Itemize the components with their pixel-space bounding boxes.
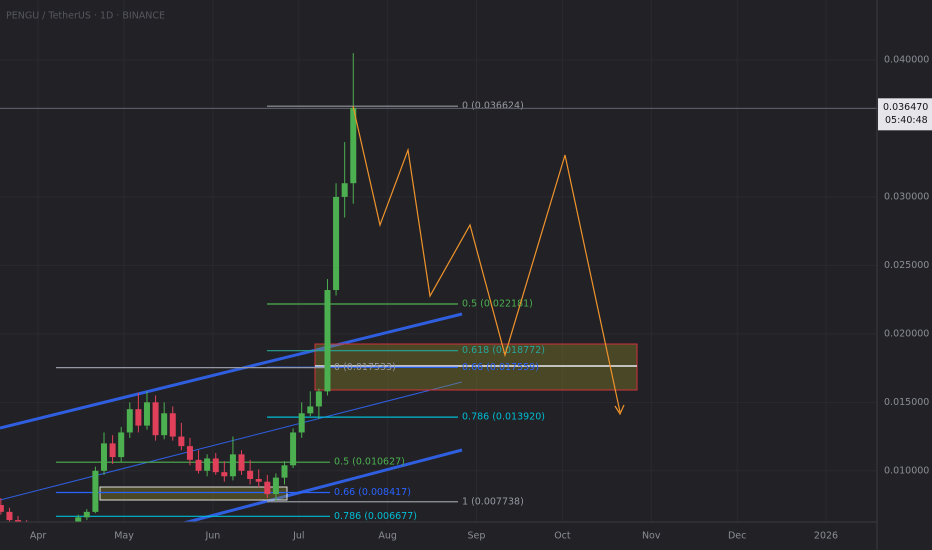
candle-body [333, 196, 340, 291]
candle-body [161, 413, 168, 436]
candle-body [195, 459, 202, 471]
y-tick-label: 0.020000 [884, 328, 929, 339]
x-tick-label: Nov [642, 531, 661, 542]
candle-body [350, 107, 357, 184]
fibonacci: 0 (0.036624)0.5 (0.022181)0.618 (0.01877… [0, 101, 877, 522]
fib-label: 0.66 (0.017559) [462, 362, 539, 373]
chart-title: PENGU / TetherUS · 1D · BINANCE [6, 11, 165, 22]
candle-body [109, 443, 116, 458]
price-badge-label: 0.036470 [883, 102, 928, 113]
candles [0, 53, 357, 522]
y-tick-label: 0.010000 [884, 465, 929, 476]
countdown: 05:40:48 [885, 115, 928, 126]
candle-body [92, 470, 99, 512]
x-tick-label: Oct [554, 531, 571, 542]
y-tick-label: 0.030000 [884, 191, 929, 202]
candle-body [178, 436, 185, 447]
candle-body [290, 432, 297, 466]
fib-label: 0.786 (0.013920) [462, 412, 545, 423]
candle-body [15, 520, 22, 522]
candle-body [212, 458, 219, 473]
candle-body [126, 409, 133, 433]
grid [0, 0, 877, 522]
candle-body [135, 409, 142, 426]
y-tick-label: 0.025000 [884, 260, 929, 271]
plot-area: 0 (0.036624)0.5 (0.022181)0.618 (0.01877… [0, 53, 877, 522]
candle-body [143, 402, 150, 426]
y-tick-label: 0.040000 [884, 54, 929, 65]
candle-body [229, 454, 236, 477]
candle-body [315, 391, 322, 407]
candle-body [186, 446, 193, 460]
candle-body [169, 413, 176, 437]
x-tick-label: 2026 [814, 531, 838, 542]
x-tick-label: Dec [728, 531, 746, 542]
x-tick-label: Sep [468, 531, 486, 542]
fib-label: 0.66 (0.008417) [334, 487, 411, 498]
candle-body [324, 290, 331, 392]
candle-body [6, 511, 13, 521]
candle-body [247, 470, 254, 480]
x-tick-label: May [114, 531, 134, 542]
candle-body [307, 406, 314, 414]
candle-body [221, 472, 228, 477]
fib-label: 0.5 (0.022181) [462, 298, 533, 309]
candle-body [255, 479, 262, 482]
x-tick-label: Apr [30, 531, 47, 542]
candle-body [264, 481, 271, 495]
x-tick-label: Aug [378, 531, 397, 542]
projection-arrow [614, 404, 625, 416]
candle-body [118, 432, 125, 458]
axes: 0.010000 0.015000 0.020000 0.025000 0.030000… [30, 54, 932, 542]
projection-path [352, 105, 621, 413]
fib-label: 1 (0.007738) [462, 496, 524, 507]
x-tick-label: Jun [204, 531, 220, 542]
fib-label: 0.5 (0.010627) [334, 457, 405, 468]
fib-label: 0 (0.036624) [462, 101, 524, 112]
fib-label: 0.786 (0.006677) [334, 511, 417, 522]
candle-body [152, 402, 159, 436]
support-zone [99, 486, 288, 501]
candle-body [281, 465, 288, 478]
channel-lower [181, 448, 463, 522]
candle-body [83, 511, 90, 518]
candle-body [298, 413, 305, 433]
candle-body [341, 183, 348, 197]
fib-label: 0 (0.017533) [334, 362, 396, 373]
candle-body [0, 505, 4, 512]
price-badge [878, 98, 932, 131]
candle-body [204, 458, 211, 471]
candle-body [272, 477, 279, 495]
candle-body [101, 443, 108, 471]
candle-body [238, 454, 245, 471]
channel-mid [0, 381, 463, 501]
candle-body [75, 517, 82, 522]
x-tick-label: Jul [292, 531, 304, 542]
y-tick-label: 0.015000 [884, 397, 929, 408]
channel-upper [0, 312, 463, 430]
